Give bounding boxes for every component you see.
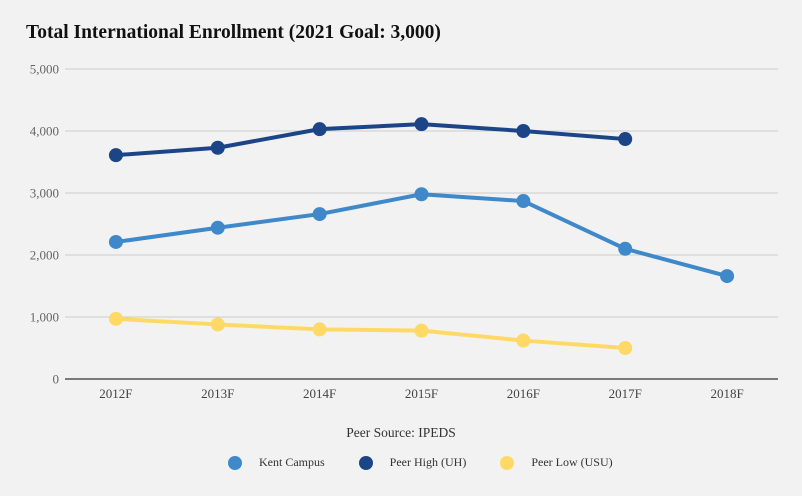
y-tick-label: 4,000 xyxy=(30,124,59,139)
data-point xyxy=(516,124,531,138)
data-point xyxy=(516,333,531,348)
series-line-kent-campus xyxy=(115,192,728,279)
data-point xyxy=(210,220,225,235)
series-line-peer-high-uh xyxy=(115,122,626,158)
data-point xyxy=(210,140,225,155)
y-tick-label: 0 xyxy=(53,372,60,387)
legend-marker xyxy=(358,455,373,470)
data-point xyxy=(414,323,429,338)
data-point xyxy=(414,117,429,132)
legend: Kent Campus Peer High (UH) Peer Low (USU… xyxy=(228,455,647,470)
legend-marker xyxy=(228,455,242,470)
data-point xyxy=(108,148,123,163)
chart-title: Total International Enrollment (2021 Goa… xyxy=(26,22,441,43)
x-tick-label: 2016F xyxy=(507,386,540,401)
legend-label: Peer Low (USU) xyxy=(531,455,613,469)
line-chart: 0 1,000 2,000 3,000 4,000 5,000 2012F 2013F 2014… xyxy=(30,62,778,401)
data-point xyxy=(618,241,633,256)
legend-item-peer-high[interactable]: Peer High (UH) xyxy=(358,455,467,470)
x-tick-label: 2018F xyxy=(710,386,743,401)
y-tick-label: 5,000 xyxy=(30,62,59,77)
data-point xyxy=(414,187,429,202)
data-point xyxy=(108,311,123,326)
data-point xyxy=(210,317,225,332)
x-tick-label: 2012F xyxy=(99,386,132,401)
data-point xyxy=(312,207,327,222)
legend-item-kent-campus[interactable]: Kent Campus xyxy=(228,455,325,470)
y-tick-label: 2,000 xyxy=(30,248,59,263)
data-point xyxy=(618,132,633,147)
legend-item-peer-low[interactable]: Peer Low (USU) xyxy=(500,455,613,470)
data-point xyxy=(618,341,633,355)
data-point xyxy=(312,322,327,337)
legend-label: Kent Campus xyxy=(259,455,325,469)
x-tick-label: 2013F xyxy=(201,386,234,401)
data-point xyxy=(312,122,327,137)
data-point xyxy=(720,269,735,284)
legend-label: Peer High (UH) xyxy=(389,455,467,469)
y-tick-label: 3,000 xyxy=(30,186,59,201)
y-tick-label: 1,000 xyxy=(30,310,59,325)
x-tick-label: 2014F xyxy=(303,386,336,401)
x-tick-label: 2015F xyxy=(405,386,438,401)
legend-marker xyxy=(500,455,515,470)
x-tick-label: 2017F xyxy=(609,386,642,401)
x-axis-label: Peer Source: IPEDS xyxy=(346,425,456,440)
data-point xyxy=(108,234,123,249)
series-line-peer-low-usu xyxy=(115,316,626,350)
data-point xyxy=(516,194,531,209)
